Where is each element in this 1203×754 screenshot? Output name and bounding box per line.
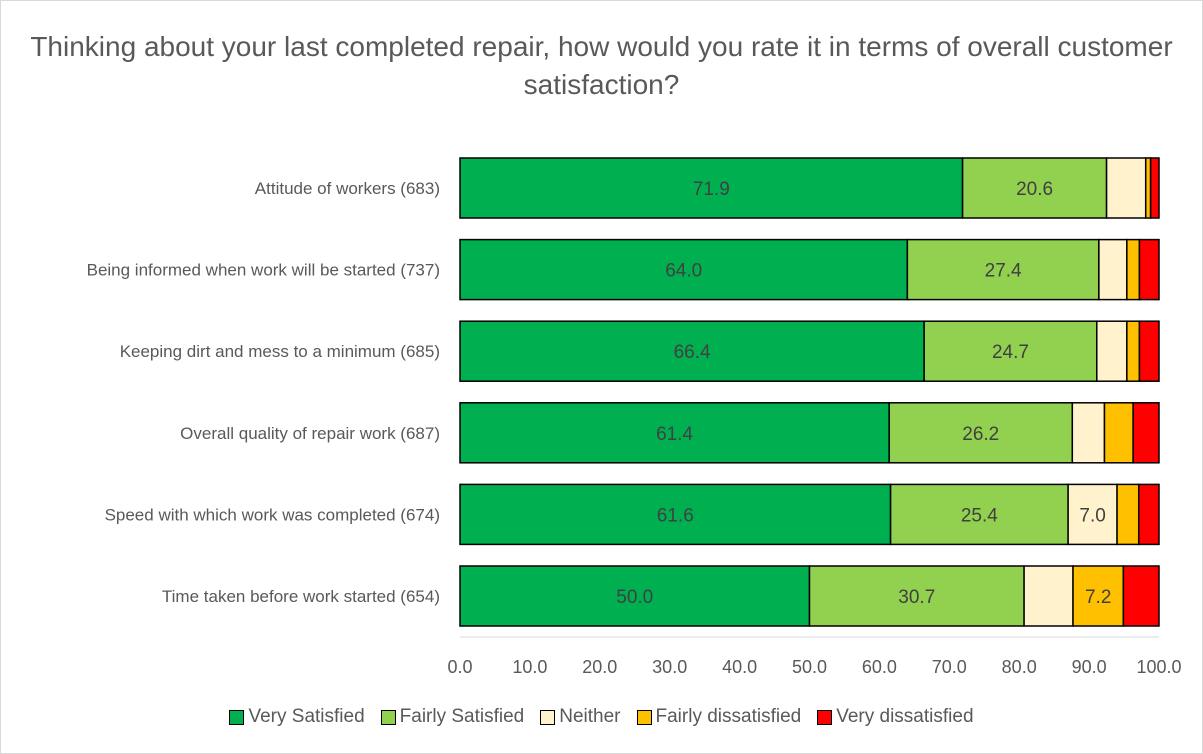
x-tick-label: 90.0 [1072, 657, 1107, 677]
bar-segment-fairly-dissatisfied [1126, 320, 1141, 382]
bar-segment-very-satisfied [459, 320, 925, 382]
x-tick-label: 70.0 [932, 657, 967, 677]
bar-segment-neither [1096, 320, 1128, 382]
x-tick-label: 100.0 [1136, 657, 1181, 677]
bar-segment-very-dissatisfied [1122, 565, 1160, 627]
category-label: Keeping dirt and mess to a minimum (685) [120, 342, 440, 361]
data-label: 30.7 [898, 587, 935, 608]
bar-segment-fairly-satisfied [923, 320, 1098, 382]
legend-label: Fairly dissatisfied [655, 706, 802, 727]
bar-segment-fairly-satisfied [808, 565, 1025, 627]
bar-segment-fairly-satisfied [906, 238, 1100, 301]
bar-segment-very-dissatisfied [1138, 238, 1160, 301]
x-tick-label: 80.0 [1002, 657, 1037, 677]
legend-item: Neither [540, 706, 621, 728]
bar-segment-fairly-satisfied [889, 483, 1069, 546]
legend-swatch [636, 709, 652, 725]
legend-swatch [540, 709, 556, 725]
legend-item: Fairly Satisfied [380, 706, 525, 728]
bar-segment-very-dissatisfied [1137, 483, 1160, 546]
legend-label: Very dissatisfied [836, 706, 974, 727]
data-label: 24.7 [992, 342, 1029, 363]
bar-segment-fairly-dissatisfied [1126, 238, 1141, 301]
data-label: 71.9 [693, 179, 730, 200]
bar-segment-fairly-dissatisfied [1116, 483, 1140, 546]
bar-segment-neither [1023, 565, 1074, 627]
category-label: Attitude of workers (683) [255, 179, 440, 198]
data-label: 20.6 [1016, 179, 1053, 200]
bar-segment-neither [1067, 483, 1118, 546]
data-label: 7.0 [1079, 505, 1105, 526]
x-tick-label: 50.0 [792, 657, 827, 677]
chart-legend: Very Satisfied Fairly Satisfied Neither Fai… [0, 706, 1203, 728]
data-label: 61.4 [656, 424, 693, 445]
bar-segment-neither [1071, 402, 1106, 464]
bar-segment-fairly-dissatisfied [1072, 565, 1125, 627]
data-label: 7.2 [1085, 587, 1111, 608]
data-label: 25.4 [961, 505, 998, 526]
bar-segment-very-dissatisfied [1138, 320, 1160, 382]
bar-segment-very-satisfied [459, 402, 890, 464]
x-tick-label: 60.0 [862, 657, 897, 677]
legend-item: Fairly dissatisfied [636, 706, 802, 728]
x-tick-label: 30.0 [652, 657, 687, 677]
bar-segment-neither [1098, 238, 1128, 301]
category-label: Being informed when work will be started… [87, 261, 440, 280]
legend-item: Very Satisfied [229, 706, 365, 728]
chart-title: Thinking about your last completed repai… [30, 31, 1173, 100]
legend-swatch [380, 709, 396, 725]
x-tick-label: 0.0 [447, 657, 472, 677]
bar-segment-fairly-satisfied [961, 157, 1108, 219]
x-tick-label: 40.0 [722, 657, 757, 677]
bar-segment-very-dissatisfied [1132, 402, 1160, 464]
data-label: 61.6 [657, 505, 694, 526]
bar-segment-very-satisfied [459, 483, 892, 546]
x-tick-label: 20.0 [582, 657, 617, 677]
legend-swatch [817, 709, 833, 725]
legend-item: Very dissatisfied [817, 706, 974, 728]
bar-segment-very-dissatisfied [1149, 157, 1160, 219]
bar-segment-very-satisfied [459, 157, 964, 219]
bar-segment-fairly-dissatisfied [1103, 402, 1134, 464]
legend-label: Very Satisfied [248, 706, 365, 727]
bar-segment-neither [1105, 157, 1147, 219]
x-tick-label: 10.0 [512, 657, 547, 677]
category-label: Speed with which work was completed (674… [105, 505, 440, 524]
data-label: 64.0 [665, 261, 702, 282]
category-label: Time taken before work started (654) [162, 587, 440, 606]
data-label: 27.4 [985, 261, 1022, 282]
legend-swatch [229, 709, 245, 725]
bar-segment-very-satisfied [459, 238, 909, 301]
legend-label: Neither [559, 706, 621, 727]
category-label: Overall quality of repair work (687) [180, 424, 440, 443]
data-label: 26.2 [962, 424, 999, 445]
data-label: 50.0 [616, 587, 653, 608]
legend-label: Fairly Satisfied [399, 706, 525, 727]
data-label: 66.4 [674, 342, 711, 363]
